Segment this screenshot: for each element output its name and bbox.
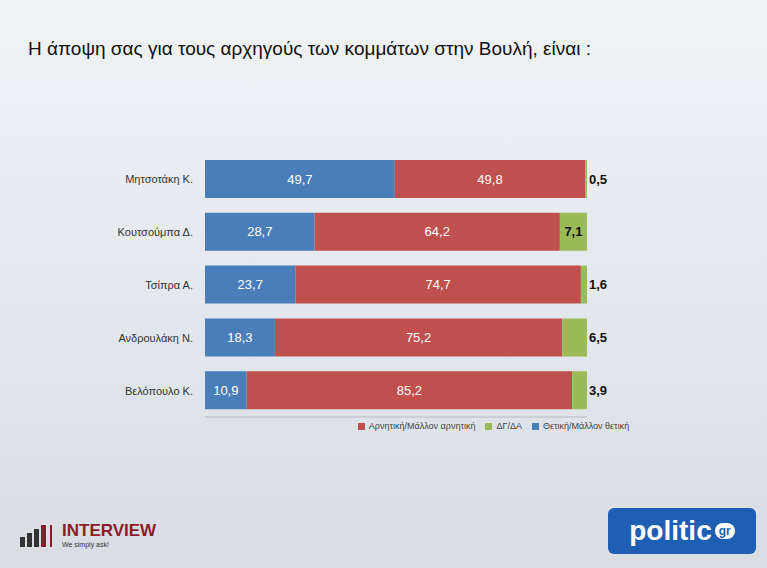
html-text:gr: gr (718, 524, 731, 538)
html-text:Η άποψη σας για τους αρχηγούς: Η άποψη σας για τους αρχηγούς των κομμάτ… (28, 38, 591, 59)
svg-text:7,1: 7,1 (564, 224, 582, 239)
svg-text:Μητσοτάκη Κ.: Μητσοτάκη Κ. (125, 173, 193, 185)
svg-text:6,5: 6,5 (589, 330, 607, 345)
svg-text:Τσίπρα Α.: Τσίπρα Α. (145, 279, 193, 291)
svg-text:Ανδρουλάκη Ν.: Ανδρουλάκη Ν. (118, 332, 193, 344)
html-text:INTERVIEW: INTERVIEW (62, 521, 157, 540)
svg-text:Κουτσούμπα Δ.: Κουτσούμπα Δ. (118, 226, 193, 238)
svg-text:28,7: 28,7 (247, 224, 272, 239)
svg-text:10,9: 10,9 (213, 383, 238, 398)
svg-text:1,6: 1,6 (589, 277, 607, 292)
svg-text:49,8: 49,8 (477, 172, 502, 187)
html-text:ΔΓ/ΔΑ: ΔΓ/ΔΑ (496, 421, 522, 431)
html-text:Θετική/Μάλλον θετική: Θετική/Μάλλον θετική (543, 421, 630, 431)
svg-text:23,7: 23,7 (238, 277, 263, 292)
svg-text:18,3: 18,3 (227, 330, 252, 345)
html-text:politic: politic (629, 515, 712, 546)
svg-text:75,2: 75,2 (406, 330, 431, 345)
svg-text:85,2: 85,2 (397, 383, 422, 398)
html-text:Αρνητική/Μάλλον αρνητική: Αρνητική/Μάλλον αρνητική (368, 421, 476, 431)
svg-text:74,7: 74,7 (426, 277, 451, 292)
html-text:We simply ask!: We simply ask! (62, 541, 109, 548)
svg-text:64,2: 64,2 (425, 224, 450, 239)
svg-text:0,5: 0,5 (589, 172, 607, 187)
svg-text:3,9: 3,9 (589, 383, 607, 398)
svg-text:Βελόπουλο Κ.: Βελόπουλο Κ. (125, 385, 193, 397)
svg-text:49,7: 49,7 (287, 172, 312, 187)
